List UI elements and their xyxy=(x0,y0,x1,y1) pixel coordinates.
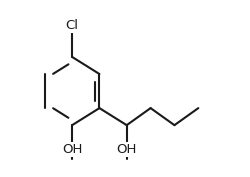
Text: OH: OH xyxy=(62,143,82,156)
Text: Cl: Cl xyxy=(66,19,79,32)
Text: OH: OH xyxy=(116,143,137,156)
